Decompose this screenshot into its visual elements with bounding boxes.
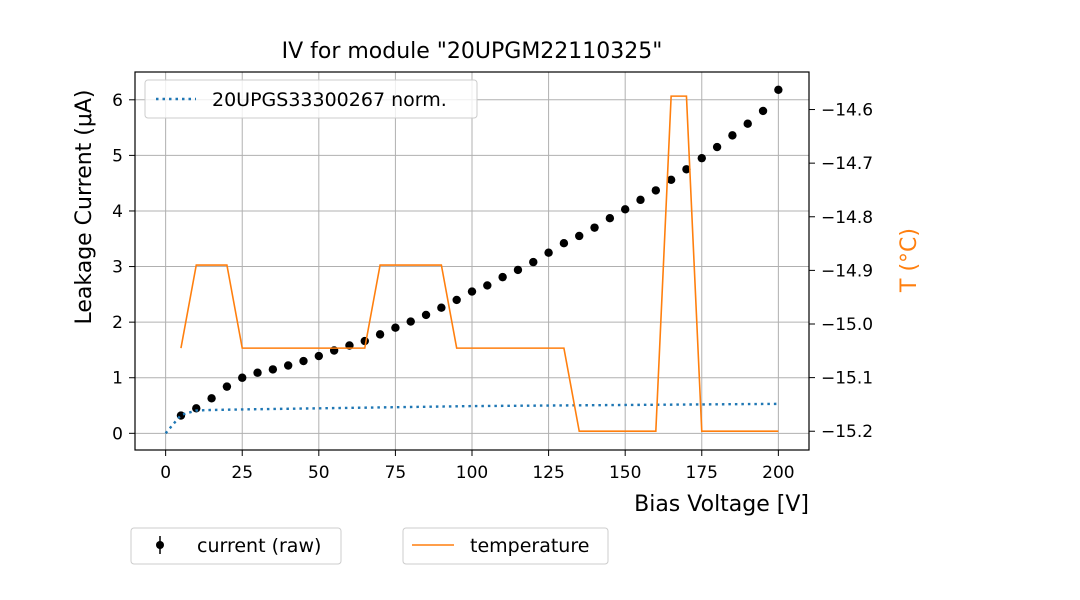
current-raw-point-19	[467, 287, 477, 296]
y2-tick-label-4: −14.8	[821, 208, 873, 228]
legend-temperature: temperature	[402, 527, 609, 565]
current-raw-point-27	[590, 223, 599, 232]
y2-tick-label-2: −15.0	[821, 315, 873, 335]
current-raw-point-23	[529, 257, 538, 267]
current-raw-point-20	[483, 281, 492, 290]
current-raw-point-9	[314, 351, 324, 361]
current-raw-point-29	[620, 205, 630, 214]
current-raw-point-37	[743, 119, 752, 128]
current-raw-point-16	[421, 310, 431, 320]
current-raw-point-30	[636, 195, 645, 205]
legend-top: 20UPGS33300267 norm.	[144, 79, 478, 119]
current-raw-point-32	[666, 175, 676, 185]
series-layer	[164, 85, 783, 435]
x-tick-label-4: 100	[456, 463, 488, 483]
x-tick-label-5: 125	[532, 463, 564, 483]
current-raw-point-33	[682, 165, 691, 174]
current-raw-point-21	[498, 272, 507, 282]
temperature-line	[180, 95, 779, 433]
legend-temperature-box	[402, 527, 609, 565]
20upgs33300267-norm-line	[164, 402, 779, 435]
y2-tick-label-1: −15.1	[821, 369, 873, 389]
y-tick-label-1: 1	[112, 369, 123, 389]
grid-layer	[135, 72, 809, 450]
y-tick-label-5: 5	[112, 146, 123, 166]
legend-current-box	[130, 527, 342, 565]
current-raw-point-0	[176, 411, 186, 420]
x-tick-label-6: 150	[609, 463, 641, 483]
x-tick-label-2: 50	[308, 463, 330, 483]
y-tick-label-6: 6	[112, 91, 123, 111]
y-tick-label-2: 2	[112, 313, 123, 333]
current-raw-point-25	[559, 239, 569, 248]
current-raw-point-3	[222, 382, 232, 391]
x-tick-label-8: 200	[762, 463, 794, 483]
x-tick-label-3: 75	[385, 463, 407, 483]
y-tick-label-3: 3	[112, 258, 123, 278]
y2-tick-label-5: −14.7	[821, 154, 873, 174]
y-axis-title: Leakage Current (μA)	[72, 89, 97, 324]
current-raw-point-4	[238, 373, 247, 382]
y2-axis-title: T (°C)	[897, 228, 922, 293]
y2-tick-label-3: −14.9	[821, 261, 873, 281]
current-raw-point-31	[651, 186, 661, 195]
legend-reference-label: 20UPGS33300267 norm.	[212, 89, 447, 111]
y-tick-label-0: 0	[112, 424, 123, 444]
current-raw-point-5	[253, 368, 262, 377]
current-raw-point-36	[728, 131, 737, 140]
current-raw-point-26	[575, 231, 584, 241]
current-raw-point-38	[758, 106, 768, 116]
current-raw-point-2	[207, 394, 216, 403]
current-raw-point-6	[268, 365, 278, 374]
current-raw-point-39	[774, 85, 783, 94]
y2-tick-label-6: −14.6	[821, 101, 873, 121]
current-raw-point-22	[513, 265, 523, 275]
legend-current-marker	[156, 541, 164, 549]
current-raw-point-13	[375, 330, 385, 339]
current-raw-point-7	[283, 361, 293, 370]
current-raw-point-28	[605, 213, 615, 223]
legend-temperature-label: temperature	[470, 535, 589, 557]
x-tick-label-1: 25	[231, 463, 253, 483]
x-tick-label-0: 0	[160, 463, 171, 483]
current-raw-point-18	[452, 295, 461, 305]
current-raw-point-1	[192, 404, 201, 413]
chart-title: IV for module "20UPGM22110325"	[282, 39, 663, 64]
current-raw-point-17	[437, 303, 446, 312]
current-raw-point-15	[406, 317, 415, 326]
current-raw-point-35	[712, 142, 722, 152]
tick-layer: 0 25 50 75 100 125 150 175 200 0 1 2 3 4 5 6 −15.2 −15.1 −…	[112, 91, 873, 483]
current-raw-point-34	[697, 153, 706, 163]
y2-tick-label-0: −15.2	[821, 422, 873, 442]
x-tick-label-7: 175	[686, 463, 718, 483]
current-raw-point-14	[391, 323, 400, 332]
current-raw-point-24	[544, 248, 553, 257]
y-tick-label-4: 4	[112, 202, 123, 222]
legend-current: current (raw)	[130, 527, 342, 565]
legend-top-box	[144, 79, 478, 119]
current-raw-point-8	[299, 356, 308, 366]
x-axis-title: Bias Voltage [V]	[634, 492, 809, 517]
legend-current-label: current (raw)	[197, 535, 321, 557]
